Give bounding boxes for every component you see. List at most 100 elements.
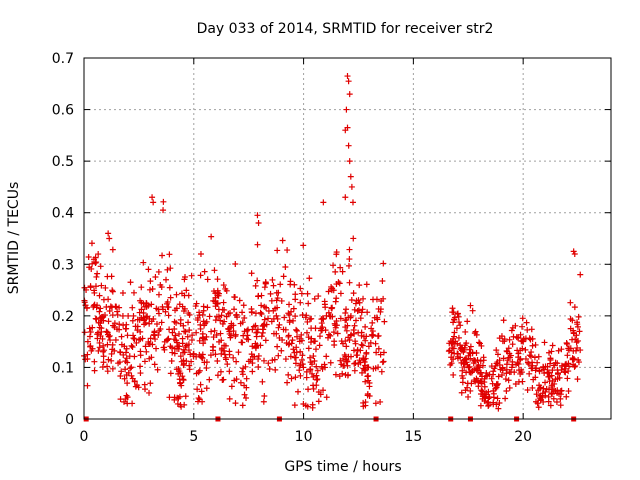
scatter-point [203, 385, 210, 392]
scatter-point [104, 368, 111, 375]
scatter-point [84, 382, 91, 389]
scatter-point [87, 284, 94, 291]
y-tick-label: 0.1 [52, 360, 74, 376]
scatter-point [529, 365, 536, 372]
scatter-point [147, 335, 154, 342]
scatter-point [122, 358, 129, 365]
scatter-point [522, 346, 529, 353]
scatter-point [362, 378, 369, 385]
scatter-point [313, 363, 320, 370]
scatter-point [140, 259, 147, 266]
scatter-point [97, 263, 104, 270]
scatter-point [375, 345, 382, 352]
scatter-point [124, 394, 131, 401]
scatter-point [228, 383, 235, 390]
scatter-point [106, 332, 113, 339]
scatter-point [350, 290, 357, 297]
scatter-point [315, 398, 322, 405]
scatter-point [243, 375, 250, 382]
scatter-point [240, 365, 247, 372]
scatter-point [329, 313, 336, 320]
scatter-point [84, 338, 91, 345]
scatter-point [230, 328, 237, 335]
scatter-point [212, 303, 219, 310]
scatter-point [567, 299, 574, 306]
scatter-point [199, 355, 206, 362]
scatter-point [373, 349, 380, 356]
scatter-point [91, 301, 98, 308]
scatter-point [259, 378, 266, 385]
scatter-point [109, 341, 116, 348]
scatter-point [106, 308, 113, 315]
scatter-point [450, 319, 457, 326]
scatter-point [362, 362, 369, 369]
scatter-point [343, 316, 350, 323]
scatter-point [239, 371, 246, 378]
scatter-point [172, 307, 179, 314]
scatter-point [214, 358, 221, 365]
scatter-point [505, 377, 512, 384]
scatter-point [102, 284, 109, 291]
scatter-point [569, 336, 576, 343]
scatter-point [157, 281, 164, 288]
scatter-point [198, 354, 205, 361]
scatter-point [155, 268, 162, 275]
scatter-point [183, 342, 190, 349]
scatter-point [138, 284, 145, 291]
scatter-point [367, 339, 374, 346]
scatter-point [320, 387, 327, 394]
scatter-point [278, 347, 285, 354]
scatter-point [103, 328, 110, 335]
scatter-point [128, 364, 135, 371]
scatter-point [496, 361, 503, 368]
scatter-point [282, 263, 289, 270]
scatter-point [274, 343, 281, 350]
scatter-point [85, 253, 92, 260]
scatter-point [563, 340, 570, 347]
scatter-point [380, 358, 387, 365]
scatter-point [152, 336, 159, 343]
scatter-point [339, 340, 346, 347]
scatter-point [146, 286, 153, 293]
scatter-point [330, 329, 337, 336]
scatter-point [506, 350, 513, 357]
scatter-point [148, 354, 155, 361]
scatter-point [343, 327, 350, 334]
scatter-point [131, 335, 138, 342]
scatter-point [571, 304, 578, 311]
scatter-point [310, 382, 317, 389]
scatter-point [352, 360, 359, 367]
scatter-point [336, 280, 343, 287]
scatter-point [551, 362, 558, 369]
scatter-point [184, 333, 191, 340]
scatter-point [105, 356, 112, 363]
scatter-point [508, 364, 515, 371]
scatter-point [315, 388, 322, 395]
scatter-point [284, 379, 291, 386]
scatter-point [161, 338, 168, 345]
scatter-point [96, 292, 103, 299]
scatter-point [88, 347, 95, 354]
scatter-point [196, 309, 203, 316]
scatter-point [365, 343, 372, 350]
scatter-point [576, 328, 583, 335]
scatter-point [254, 212, 261, 219]
scatter-point [124, 380, 131, 387]
scatter-point [123, 345, 130, 352]
scatter-point [252, 322, 259, 329]
scatter-point [485, 395, 492, 402]
scatter-point [297, 372, 304, 379]
scatter-point [304, 403, 311, 410]
scatter-point [307, 367, 314, 374]
scatter-point [548, 390, 555, 397]
scatter-point [475, 383, 482, 390]
scatter-point [515, 361, 522, 368]
scatter-point [271, 356, 278, 363]
scatter-point [493, 382, 500, 389]
scatter-point [316, 333, 323, 340]
scatter-point [148, 301, 155, 308]
scatter-point [128, 372, 135, 379]
scatter-point [450, 335, 457, 342]
scatter-point [364, 391, 371, 398]
scatter-point [287, 278, 294, 285]
